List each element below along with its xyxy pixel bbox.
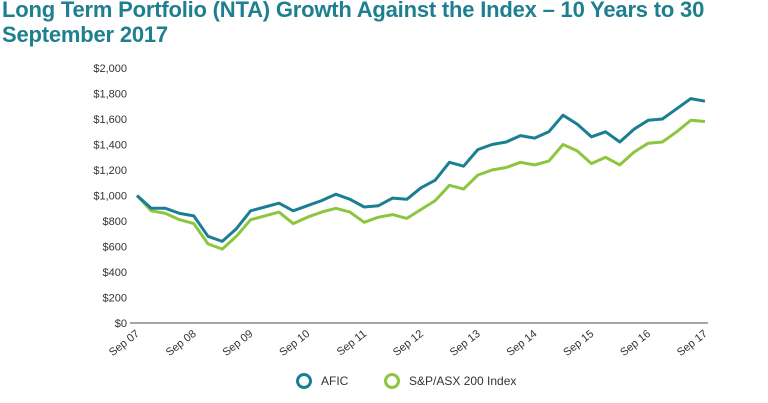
y-tick-label: $1,400 xyxy=(93,140,127,152)
legend-item-afic: AFIC xyxy=(296,373,348,389)
legend-label-index: S&P/ASX 200 Index xyxy=(409,374,517,388)
y-tick-label: $1,200 xyxy=(93,165,127,177)
y-tick-label: $2,000 xyxy=(93,63,127,75)
y-tick-label: $1,000 xyxy=(93,191,127,203)
y-tick-label: $1,800 xyxy=(93,89,127,101)
y-tick-label: $800 xyxy=(103,216,127,228)
legend-label-afic: AFIC xyxy=(321,374,349,388)
y-tick-label: $400 xyxy=(103,267,127,279)
series-line-afic xyxy=(135,97,706,243)
legend-item-index: S&P/ASX 200 Index xyxy=(384,373,516,389)
afic-marker-icon xyxy=(296,373,312,389)
x-tick-label: Sep 12 xyxy=(391,328,426,359)
chart-title: Long Term Portfolio (NTA) Growth Against… xyxy=(2,0,705,47)
x-tick-label: Sep 16 xyxy=(618,328,653,359)
y-tick-label: $200 xyxy=(103,293,127,305)
series-line-index xyxy=(135,118,706,251)
y-tick-label: $600 xyxy=(103,242,127,254)
x-tick-label: Sep 15 xyxy=(561,328,596,359)
x-tick-label: Sep 08 xyxy=(164,328,199,359)
y-tick-label: $0 xyxy=(115,318,127,330)
x-tick-label: Sep 07 xyxy=(107,328,142,359)
index-marker-icon xyxy=(384,373,400,389)
y-tick-label: $1,600 xyxy=(93,114,127,126)
x-tick-label: Sep 14 xyxy=(505,328,540,359)
x-tick-label: Sep 17 xyxy=(675,328,710,359)
x-tick-label: Sep 09 xyxy=(221,328,256,359)
x-tick-label: Sep 13 xyxy=(448,328,483,359)
x-tick-label: Sep 10 xyxy=(277,328,312,359)
x-tick-label: Sep 11 xyxy=(335,328,369,358)
